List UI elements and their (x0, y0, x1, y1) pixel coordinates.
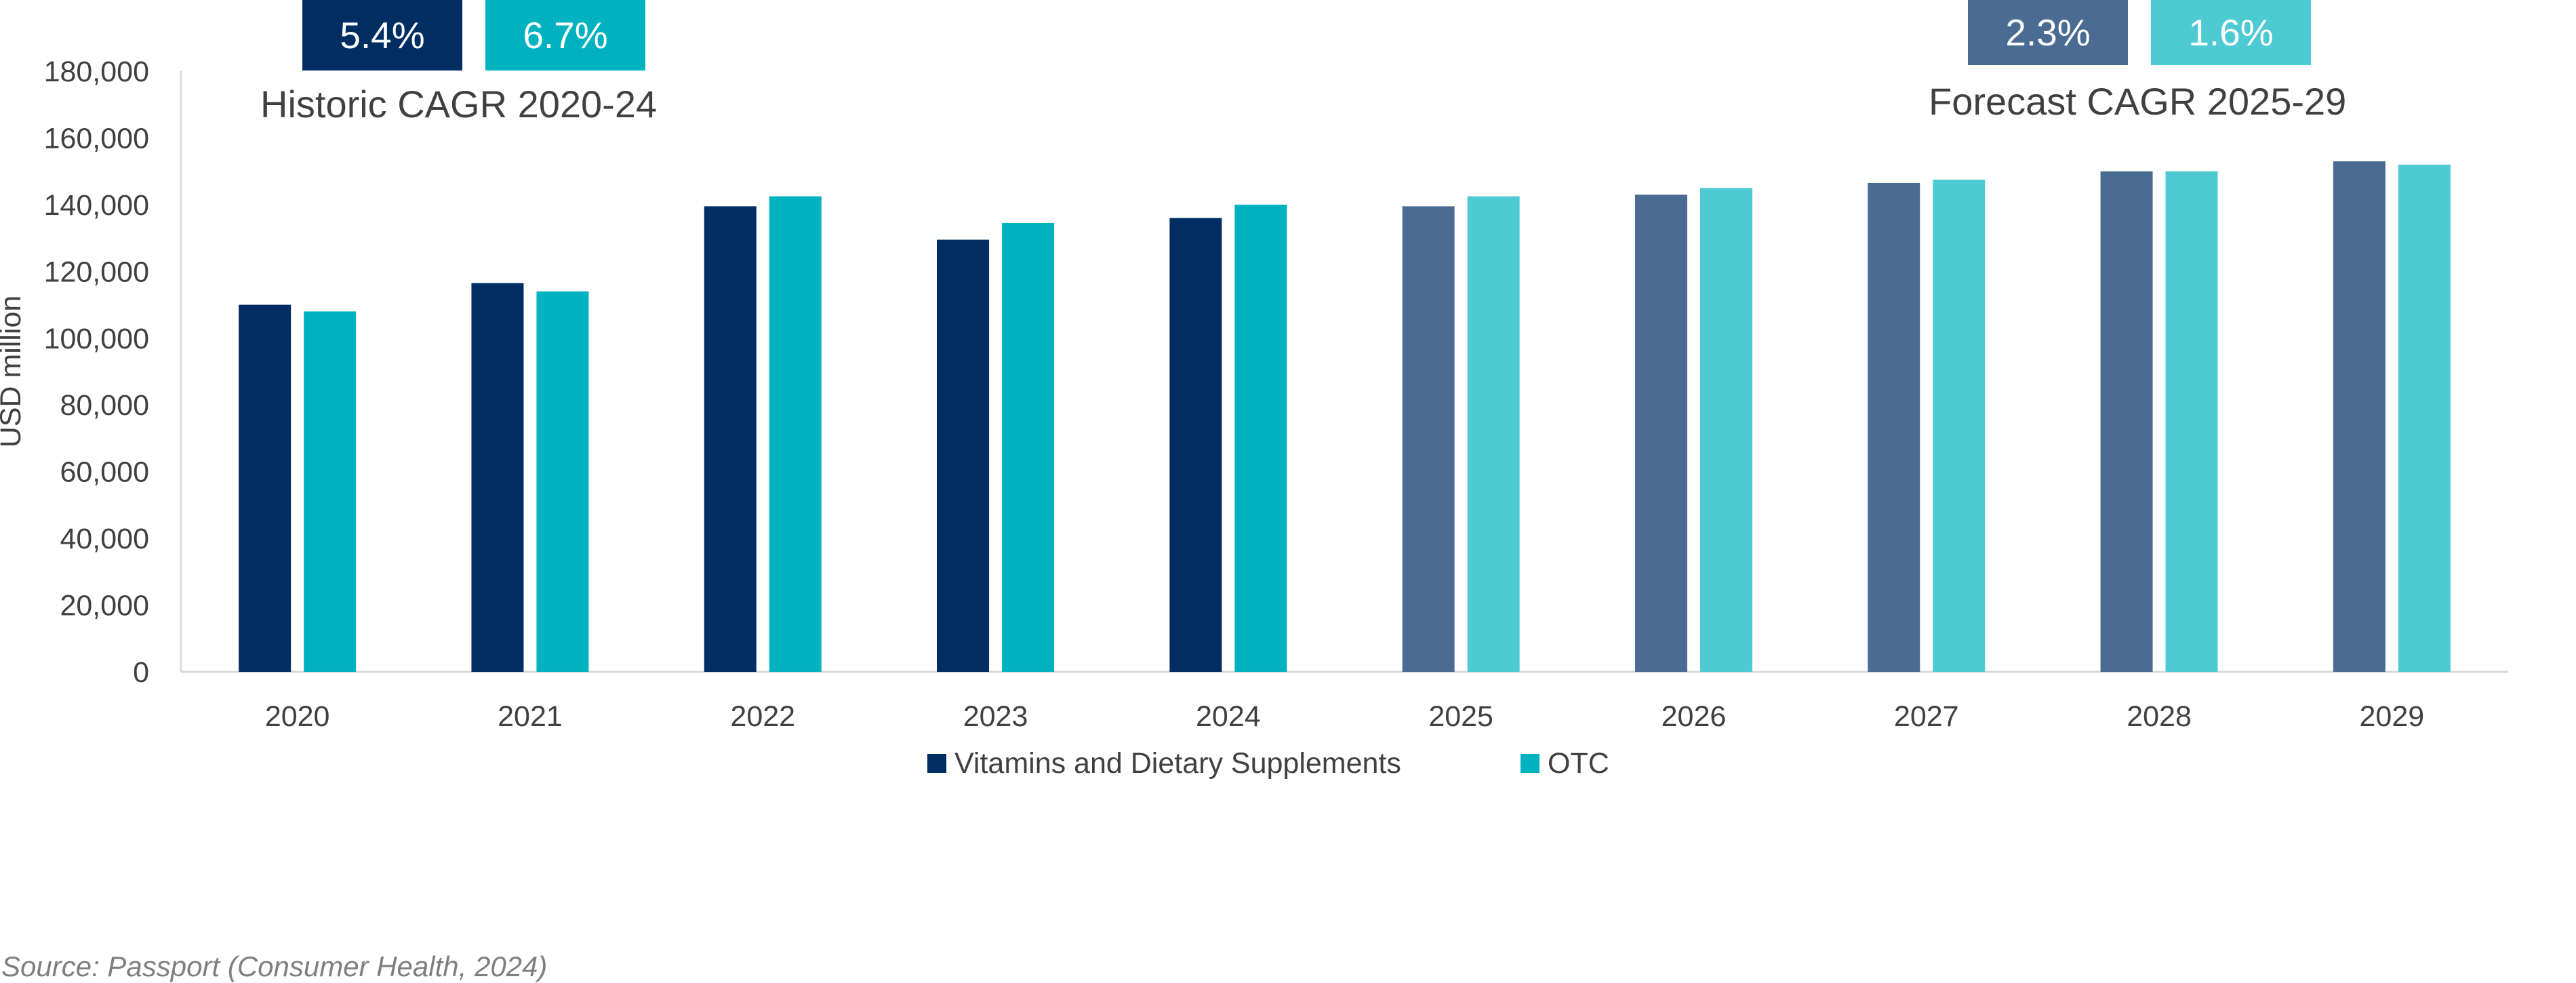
historic-badge-label-2: 6.7% (523, 14, 607, 56)
bar-vitamins-2025 (1402, 206, 1455, 673)
x-tick-label: 2029 (2360, 700, 2425, 733)
bar-vitamins-2026 (1634, 195, 1687, 673)
bar-otc-2021 (536, 291, 589, 672)
y-tick-label: 180,000 (44, 56, 149, 88)
x-tick-label: 2020 (265, 700, 330, 733)
forecast-badge-label-1: 2.3% (2005, 12, 2090, 54)
y-tick-label: 120,000 (44, 256, 149, 288)
bar-otc-2024 (1234, 204, 1287, 672)
x-tick-label: 2022 (730, 700, 795, 733)
x-tick-label: 2024 (1196, 700, 1261, 733)
x-tick-label: 2026 (1662, 700, 1727, 733)
legend-label-vitamins: Vitamins and Dietary Supplements (954, 747, 1401, 780)
x-tick-label: 2023 (963, 700, 1028, 733)
historic-badge-2 (485, 0, 645, 71)
bar-vitamins-2024 (1169, 218, 1222, 673)
historic-badge-1 (302, 0, 462, 71)
bar-vitamins-2028 (2100, 171, 2153, 672)
x-tick-label: 2027 (1894, 700, 1959, 733)
x-tick-label: 2025 (1428, 700, 1493, 733)
bar-otc-2023 (1002, 222, 1055, 672)
source-note: Source: Passport (Consumer Health, 2024) (1, 950, 548, 982)
y-tick-label: 20,000 (60, 590, 149, 622)
y-tick-label: 60,000 (60, 456, 149, 489)
bar-vitamins-2023 (937, 239, 990, 672)
bar-vitamins-2022 (704, 206, 757, 673)
forecast-badge-1 (1968, 0, 2128, 65)
bar-otc-2022 (769, 196, 822, 672)
bar-otc-2025 (1467, 196, 1520, 672)
bar-otc-2028 (2165, 171, 2218, 672)
forecast-badge-2 (2151, 0, 2311, 65)
legend-swatch-vitamins (927, 754, 946, 773)
bar-vitamins-2020 (239, 304, 291, 672)
bar-vitamins-2021 (471, 283, 524, 672)
bar-otc-2026 (1699, 188, 1752, 672)
y-tick-label: 80,000 (60, 389, 149, 422)
y-tick-label: 100,000 (44, 323, 149, 355)
legend-swatch-otc (1521, 754, 1539, 773)
forecast-badge-label-2: 1.6% (2188, 12, 2273, 54)
y-tick-label: 140,000 (44, 189, 149, 222)
bar-otc-2020 (304, 311, 357, 672)
historic-badge-label-1: 5.4% (340, 14, 424, 56)
bar-otc-2027 (1933, 179, 1986, 672)
bar-vitamins-2029 (2333, 161, 2386, 672)
y-tick-label: 0 (133, 656, 149, 689)
y-tick-label: 40,000 (60, 523, 149, 555)
forecast-cagr-title: Forecast CAGR 2025-29 (1929, 80, 2346, 123)
y-tick-label: 160,000 (44, 122, 149, 155)
historic-cagr-title: Historic CAGR 2020-24 (260, 83, 657, 125)
y-axis-title: USD million (0, 296, 27, 448)
legend-label-otc: OTC (1548, 747, 1609, 780)
bar-vitamins-2027 (1868, 182, 1920, 673)
x-tick-label: 2028 (2127, 700, 2192, 733)
x-tick-label: 2021 (498, 700, 563, 733)
bar-otc-2029 (2398, 164, 2451, 673)
